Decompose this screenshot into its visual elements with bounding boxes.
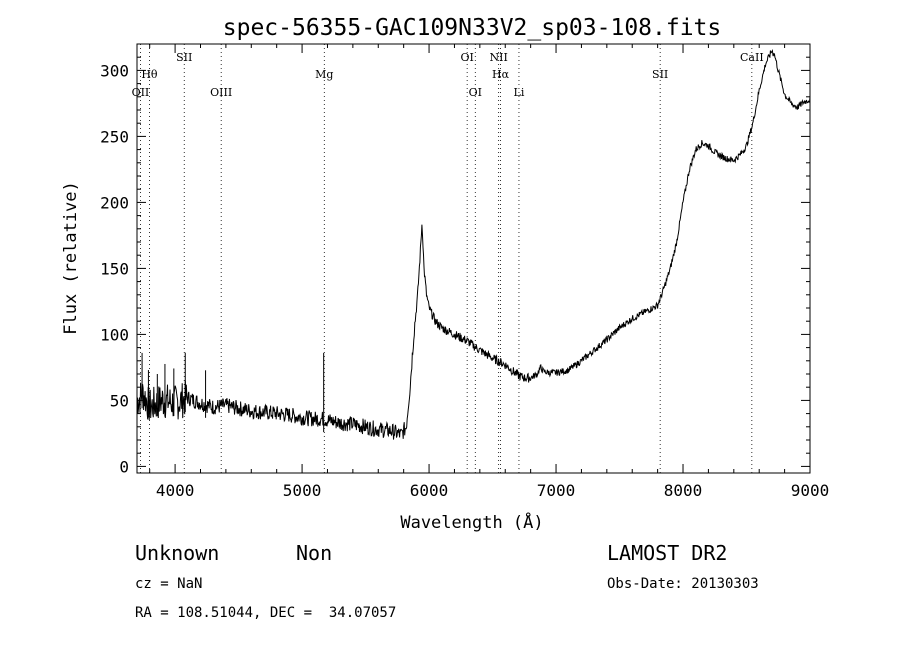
spectral-line-markers: OII Hθ SII OIII Mg OI OI NII Hα Li SII CaII — [132, 44, 764, 473]
survey-name: LAMOST DR2 — [607, 541, 728, 565]
line-label-SII: SII — [176, 51, 192, 64]
x-tick-label: 8000 — [664, 481, 703, 500]
x-tick-label: 5000 — [283, 481, 322, 500]
x-tick-label: 4000 — [156, 481, 195, 500]
y-tick-label: 100 — [100, 325, 129, 344]
object-subclass: Non — [296, 541, 333, 565]
redshift-cz: cz = NaN — [135, 576, 203, 592]
line-label-SII: SII — [652, 68, 668, 81]
x-tick-label: 6000 — [410, 481, 449, 500]
line-label-OI: OI — [460, 51, 473, 64]
line-label-Hα: Hα — [492, 68, 510, 81]
plot-frame — [136, 43, 811, 474]
y-tick-label: 50 — [110, 391, 129, 410]
observation-date: Obs-Date: 20130303 — [607, 576, 759, 592]
chart-title: spec-56355-GAC109N33V2_sp03-108.fits — [223, 15, 722, 41]
line-label-OII: OII — [132, 86, 150, 99]
y-tick-label: 0 — [119, 457, 129, 476]
object-class: Unknown — [135, 541, 220, 565]
y-tick-label: 250 — [100, 127, 129, 146]
line-label-OIII: OIII — [210, 86, 232, 99]
y-axis-label: Flux (relative) — [61, 181, 81, 335]
line-label-Hθ: Hθ — [141, 68, 158, 81]
spectrum-line — [136, 48, 811, 440]
axis-ticks: 4000 5000 6000 7000 8000 9000 0 50 100 150 200 250 3… — [100, 43, 830, 500]
x-tick-label: 7000 — [537, 481, 576, 500]
y-tick-label: 300 — [100, 61, 129, 80]
line-label-Mg: Mg — [315, 68, 333, 81]
line-label-Li: Li — [514, 86, 525, 99]
x-axis-label: Wavelength (Å) — [400, 511, 543, 533]
line-label-CaII: CaII — [740, 51, 764, 64]
y-tick-label: 200 — [100, 193, 129, 212]
coordinates: RA = 108.51044, DEC = 34.07057 — [135, 605, 397, 621]
line-label-NII: NII — [489, 51, 507, 64]
y-tick-label: 150 — [100, 259, 129, 278]
x-tick-label: 9000 — [791, 481, 830, 500]
line-label-OI: OI — [469, 86, 482, 99]
